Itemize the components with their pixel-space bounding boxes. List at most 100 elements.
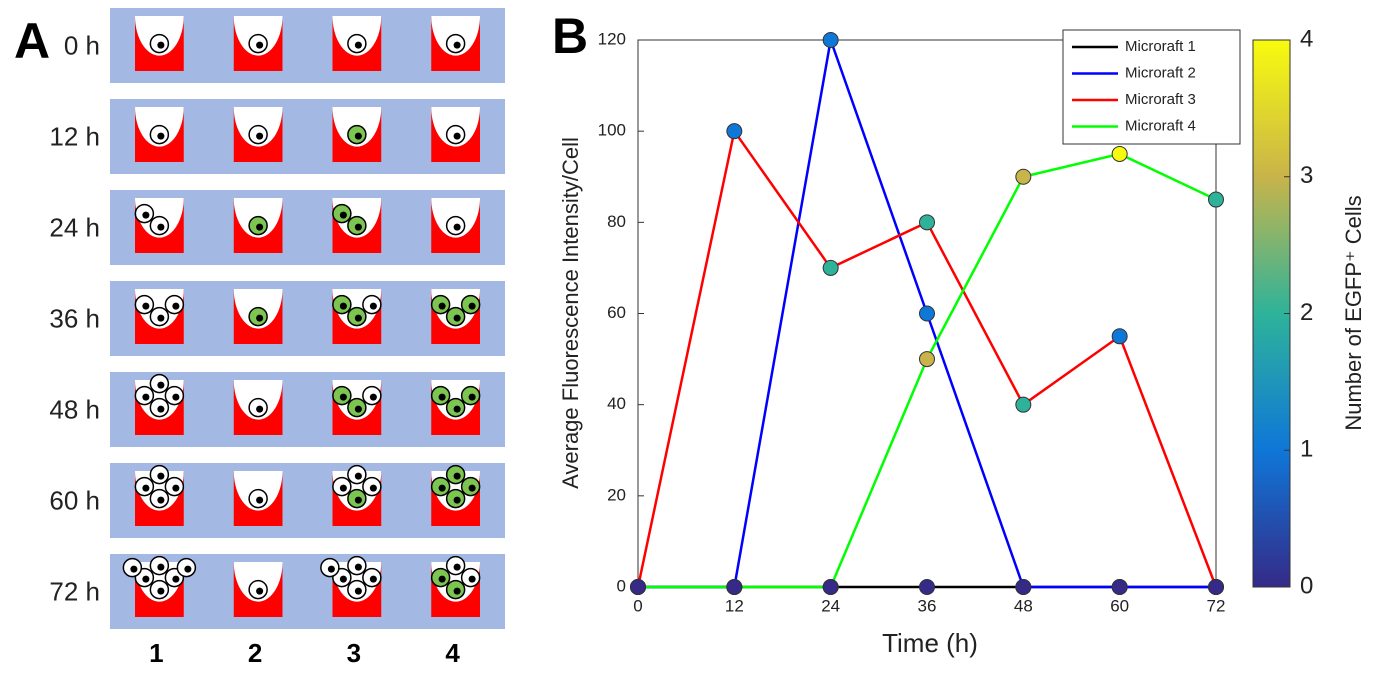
marker (822, 32, 839, 48)
colorbar-tick-label: 2 (1300, 299, 1313, 326)
legend-label: Microraft 2 (1125, 64, 1196, 81)
colorbar-tick-label: 4 (1300, 25, 1313, 52)
colorbar-tick-label: 1 (1300, 436, 1313, 463)
nucleus (157, 381, 165, 389)
nucleus (157, 405, 165, 413)
row-label: 72 h (49, 576, 100, 606)
nucleus (369, 302, 377, 310)
nucleus (468, 484, 476, 492)
nucleus (172, 484, 180, 492)
nucleus (453, 472, 461, 480)
nucleus (354, 41, 362, 49)
marker (1015, 396, 1032, 413)
row-label: 36 h (49, 303, 100, 333)
marker (1208, 579, 1224, 595)
nucleus (453, 314, 461, 322)
nucleus (438, 484, 446, 492)
nucleus (142, 484, 150, 492)
nucleus (339, 302, 347, 310)
nucleus (354, 223, 362, 231)
y-tick-label: 80 (607, 212, 626, 231)
nucleus (157, 472, 165, 480)
nucleus (157, 587, 165, 595)
marker (1208, 191, 1224, 208)
nucleus (172, 302, 180, 310)
nucleus (339, 211, 347, 219)
nucleus (438, 575, 446, 583)
nucleus (339, 484, 347, 492)
nucleus (142, 302, 150, 310)
nucleus (354, 314, 362, 322)
marker (1111, 145, 1128, 162)
row-label: 0 h (64, 30, 100, 60)
legend-label: Microraft 3 (1125, 91, 1196, 108)
nucleus (438, 302, 446, 310)
nucleus (157, 41, 165, 49)
nucleus (468, 575, 476, 583)
x-tick-label: 24 (821, 596, 840, 615)
x-tick-label: 12 (725, 596, 744, 615)
nucleus (142, 211, 150, 219)
y-tick-label: 60 (607, 303, 626, 322)
marker (726, 579, 743, 595)
x-tick-label: 48 (1014, 596, 1033, 615)
nucleus (339, 393, 347, 401)
nucleus (354, 496, 362, 504)
marker (1111, 328, 1128, 345)
nucleus (172, 393, 180, 401)
nucleus (157, 132, 165, 140)
nucleus (453, 223, 461, 231)
nucleus (468, 393, 476, 401)
x-axis-label: Time (h) (882, 628, 978, 658)
legend-label: Microraft 4 (1125, 117, 1196, 134)
row-label: 12 h (49, 121, 100, 151)
nucleus (453, 496, 461, 504)
y-tick-label: 20 (607, 485, 626, 504)
y-tick-label: 100 (598, 121, 626, 140)
row-label: 60 h (49, 485, 100, 515)
nucleus (157, 563, 165, 571)
marker (1111, 579, 1128, 595)
column-label: 4 (445, 638, 460, 668)
marker (919, 579, 935, 595)
nucleus (130, 565, 138, 573)
nucleus (354, 472, 362, 480)
nucleus (369, 393, 377, 401)
nucleus (256, 314, 264, 322)
nucleus (142, 575, 150, 583)
y-tick-label: 40 (607, 394, 626, 413)
nucleus (256, 405, 264, 413)
marker (822, 579, 839, 595)
nucleus (453, 587, 461, 595)
nucleus (369, 575, 377, 583)
legend-label: Microraft 1 (1125, 38, 1196, 55)
nucleus (339, 575, 347, 583)
marker (1015, 579, 1032, 595)
panel-label: A (14, 13, 50, 69)
marker (822, 259, 839, 276)
nucleus (157, 314, 165, 322)
nucleus (369, 484, 377, 492)
row-label: 24 h (49, 212, 100, 242)
nucleus (157, 223, 165, 231)
marker (630, 579, 646, 595)
x-tick-label: 36 (918, 596, 937, 615)
nucleus (453, 132, 461, 140)
nucleus (184, 565, 192, 573)
nucleus (354, 563, 362, 571)
nucleus (256, 132, 264, 140)
column-label: 3 (347, 638, 361, 668)
nucleus (256, 41, 264, 49)
nucleus (157, 496, 165, 504)
y-tick-label: 0 (617, 576, 626, 595)
y-tick-label: 120 (598, 29, 626, 48)
colorbar-tick-label: 0 (1300, 572, 1313, 599)
x-tick-label: 60 (1110, 596, 1129, 615)
y-axis-label: Average Fluorescence Intensity/Cell (558, 137, 583, 489)
nucleus (453, 563, 461, 571)
nucleus (327, 565, 335, 573)
nucleus (453, 405, 461, 413)
x-tick-label: 0 (633, 596, 642, 615)
